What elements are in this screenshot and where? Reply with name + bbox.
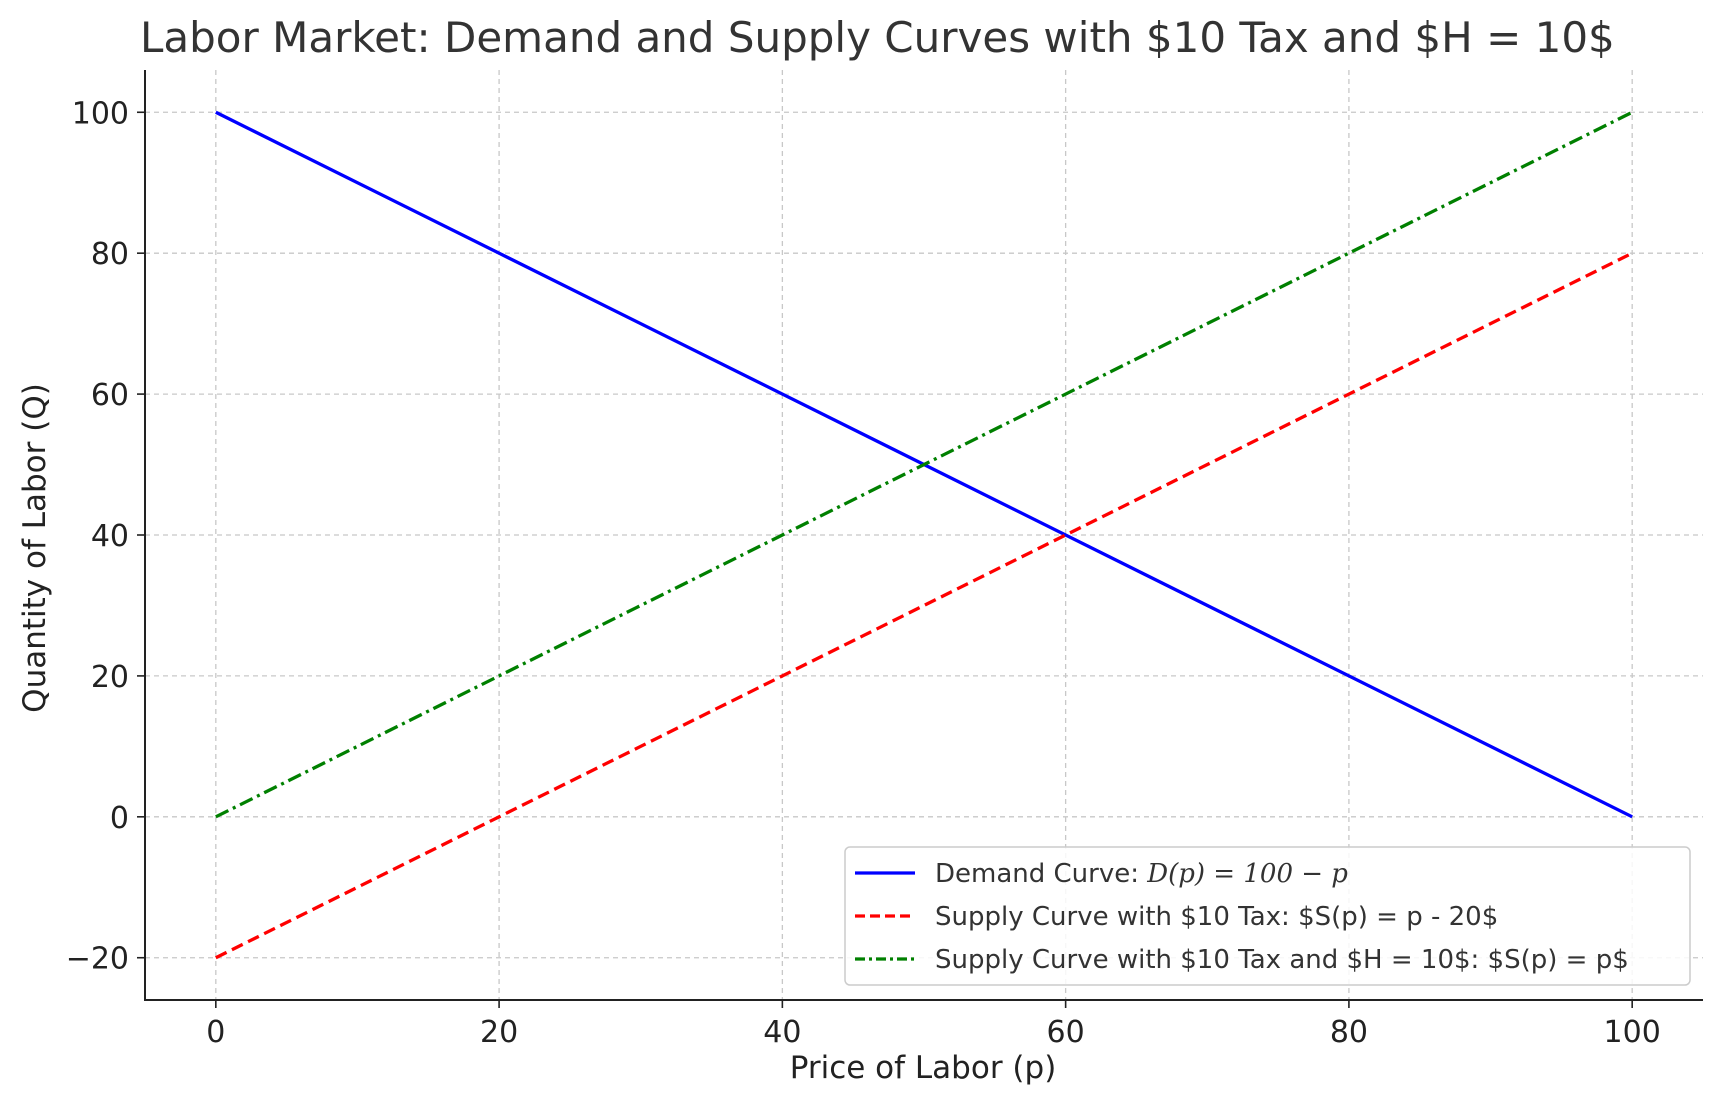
axis-spines [144,70,1703,1001]
x-axis-label: Price of Labor (p) [790,1050,1057,1086]
axes [144,70,1703,1001]
y-tick-label: 60 [91,378,129,413]
x-tick-label: 0 [206,1015,225,1050]
x-tick-label: 100 [1604,1015,1661,1050]
series-line-3 [215,110,1633,819]
legend-entry-3: Supply Curve with $10 Tax and $H = 10$: … [935,945,1629,975]
legend-entry-2: Supply Curve with $10 Tax: $S(p) = p - 2… [935,902,1498,932]
x-tick-label: 40 [763,1015,801,1050]
x-tick-label: 20 [480,1015,518,1050]
y-tick-label: 40 [91,519,129,554]
y-tick-label: 80 [91,237,129,272]
chart-title: Labor Market: Demand and Supply Curves w… [140,13,1615,62]
x-tick-label: 60 [1047,1015,1085,1050]
plot-series [215,110,1633,960]
ticks: 0 20 40 60 80 100 −20 0 20 40 60 80 100 [66,96,1661,1050]
legend: Demand Curve: D(p) = 100 − p Supply Curve… [844,846,1691,986]
series-line-2 [215,251,1633,960]
y-tick-label: −20 [66,942,129,977]
y-tick-label: 0 [110,801,129,836]
y-tick-label: 20 [91,660,129,695]
legend-entry-1: Demand Curve: D(p) = 100 − p [935,859,1348,889]
y-axis-label: Quantity of Labor (Q) [17,383,53,713]
x-tick-label: 80 [1330,1015,1368,1050]
y-tick-label: 100 [72,96,129,131]
legend-box [844,846,1691,986]
